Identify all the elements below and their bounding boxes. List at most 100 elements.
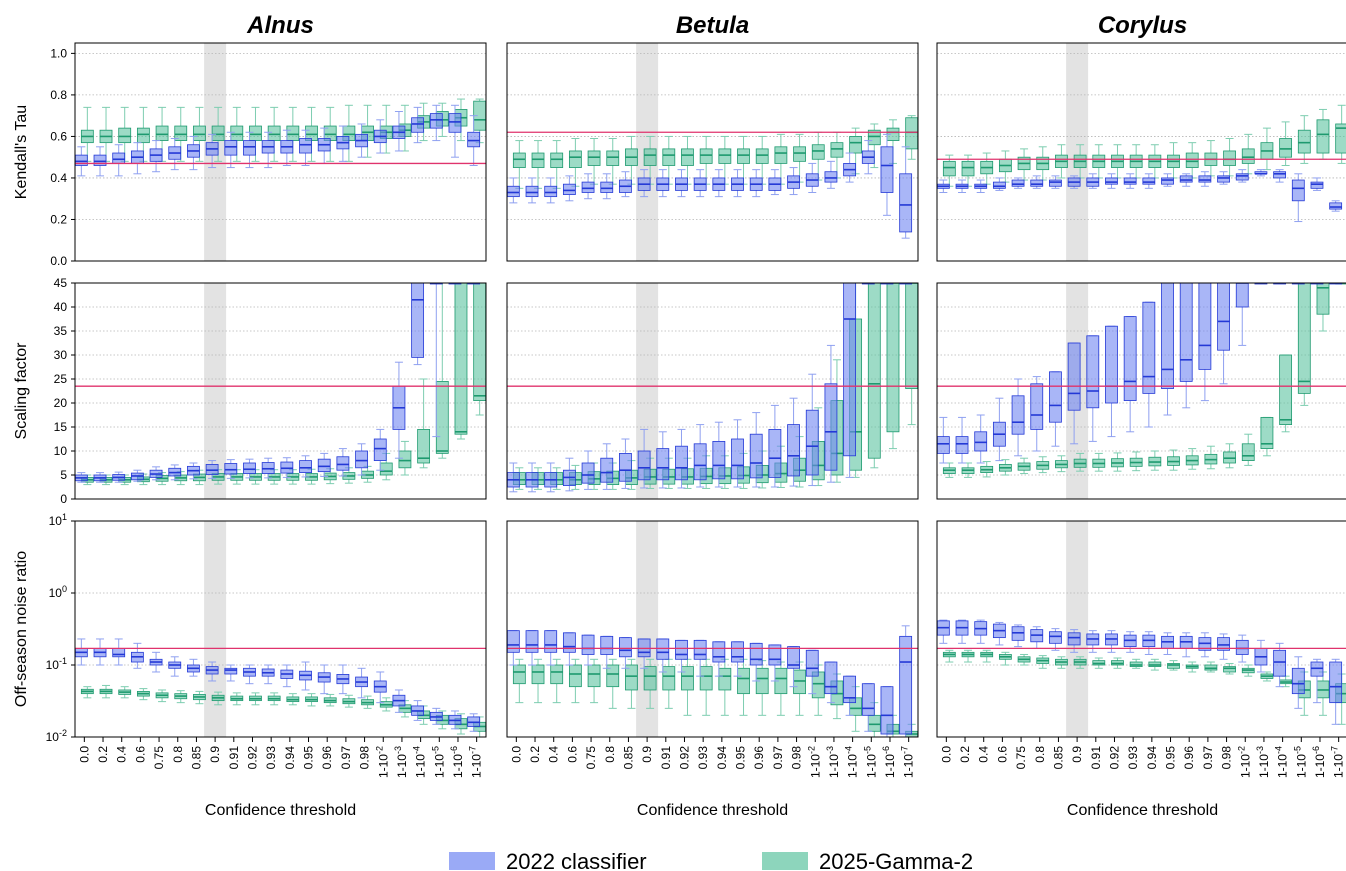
box-iqr (531, 664, 545, 685)
x-tick-label: 0.95 (1164, 746, 1178, 770)
box-iqr (843, 283, 857, 457)
box-gamma-2025 (1055, 455, 1068, 473)
panel-frame (506, 42, 919, 262)
box-iqr (731, 641, 744, 663)
box-iqr (699, 666, 713, 691)
box-iqr (355, 450, 368, 469)
box-gamma-2025 (99, 684, 113, 699)
box-classifier-2022 (1105, 173, 1118, 189)
box-iqr (1279, 138, 1293, 158)
box-gamma-2025 (1260, 416, 1274, 457)
box-classifier-2022 (93, 638, 107, 666)
box-classifier-2022 (1235, 169, 1249, 183)
box-classifier-2022 (1086, 173, 1100, 189)
box-iqr (749, 642, 763, 666)
panel-frame (74, 520, 487, 738)
box-gamma-2025 (1036, 456, 1050, 474)
box-gamma-2025 (435, 283, 449, 459)
box-iqr (880, 686, 894, 735)
box-iqr (637, 450, 651, 481)
box-iqr (880, 146, 894, 193)
box-iqr (643, 148, 657, 166)
x-tick-label: 1-10-4 (1274, 746, 1290, 778)
box-gamma-2025 (998, 150, 1012, 183)
box-iqr (112, 648, 126, 658)
box-iqr (1067, 632, 1081, 646)
boxes (507, 115, 918, 239)
box-iqr (373, 438, 387, 462)
box-gamma-2025 (1167, 660, 1180, 671)
box-iqr (899, 635, 913, 735)
x-tick-label: 0.98 (358, 746, 372, 770)
box-iqr (136, 127, 150, 144)
box-gamma-2025 (1092, 452, 1106, 472)
box-gamma-2025 (1167, 449, 1180, 471)
box-gamma-2025 (625, 135, 638, 185)
box-gamma-2025 (755, 660, 769, 716)
box-iqr (600, 181, 614, 193)
box-iqr (581, 462, 595, 484)
box-classifier-2022 (261, 131, 275, 169)
x-tick-label: 0.95 (734, 746, 748, 770)
box-classifier-2022 (1161, 173, 1174, 187)
box-classifier-2022 (93, 472, 107, 483)
x-tick-label: 0.9 (208, 746, 222, 763)
box-classifier-2022 (562, 175, 576, 202)
box-classifier-2022 (1291, 173, 1305, 223)
box-iqr (643, 666, 657, 691)
y-axis-label-tau: Kendall's Tau (13, 105, 30, 199)
panel-frame (936, 42, 1346, 262)
x-tick-label: 0.98 (790, 746, 804, 770)
box-classifier-2022 (1329, 658, 1343, 725)
box-classifier-2022 (712, 169, 726, 198)
box-iqr (1011, 395, 1025, 435)
box-iqr (811, 144, 825, 160)
box-iqr (600, 457, 614, 483)
x-tick-label: 0.85 (621, 746, 635, 770)
box-gamma-2025 (1279, 675, 1293, 688)
x-tick-label: 0.85 (1051, 746, 1065, 770)
box-gamma-2025 (454, 283, 468, 440)
box-classifier-2022 (1179, 632, 1193, 658)
box-iqr (525, 185, 539, 198)
panel-frame (936, 282, 1346, 500)
box-gamma-2025 (342, 694, 356, 708)
box-classifier-2022 (805, 649, 819, 695)
boxes (75, 283, 486, 486)
box-gamma-2025 (1017, 457, 1031, 475)
box-classifier-2022 (187, 658, 200, 677)
box-classifier-2022 (429, 104, 443, 142)
box-iqr (787, 646, 800, 669)
x-tick-label: 0.6 (565, 746, 579, 763)
box-gamma-2025 (1241, 133, 1255, 175)
box-classifier-2022 (392, 111, 406, 152)
box-iqr (1260, 416, 1274, 449)
box-gamma-2025 (699, 135, 713, 185)
box-iqr (905, 117, 918, 150)
boxes (75, 98, 486, 177)
box-iqr (955, 436, 969, 454)
panel-alnus-tau (71, 42, 487, 262)
box-gamma-2025 (155, 106, 169, 162)
y-tick-label: 0.2 (50, 212, 67, 226)
box-iqr (1179, 283, 1193, 382)
x-tick-label: 1-10-2 (1236, 746, 1252, 778)
box-gamma-2025 (1092, 144, 1106, 179)
box-classifier-2022 (992, 177, 1006, 191)
box-classifier-2022 (937, 416, 950, 464)
box-classifier-2022 (525, 462, 539, 493)
box-gamma-2025 (249, 106, 262, 162)
box-gamma-2025 (361, 695, 374, 709)
box-classifier-2022 (656, 431, 670, 489)
panel-alnus-scale (71, 282, 487, 500)
box-iqr (712, 641, 726, 663)
box-classifier-2022 (824, 160, 838, 189)
box-iqr (1291, 667, 1305, 695)
box-classifier-2022 (168, 656, 182, 677)
box-classifier-2022 (1030, 376, 1044, 452)
y-axis-label-scale: Scaling factor (13, 342, 30, 440)
box-classifier-2022 (974, 414, 988, 464)
box-iqr (1123, 316, 1137, 402)
box-classifier-2022 (1142, 301, 1156, 428)
box-iqr (512, 664, 526, 685)
